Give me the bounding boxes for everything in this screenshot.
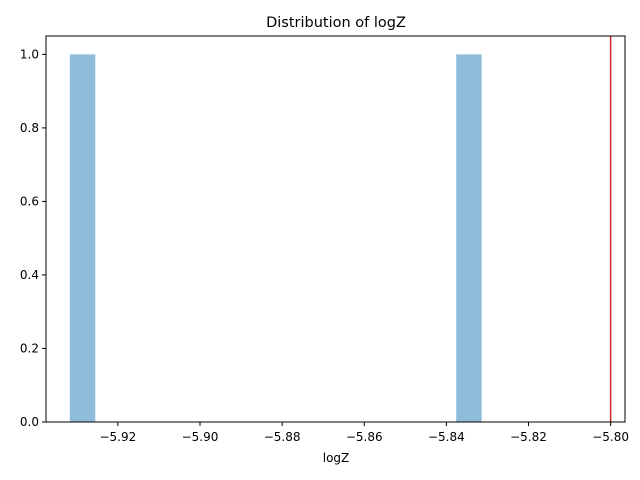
y-tick-label: 0.4 xyxy=(20,268,39,282)
x-tick-label: −5.84 xyxy=(428,430,465,444)
histogram-bar-2 xyxy=(456,54,482,422)
x-tick-label: −5.92 xyxy=(99,430,136,444)
bars-group xyxy=(69,54,482,422)
axes-frame xyxy=(45,35,626,423)
y-tick-label: 0.6 xyxy=(20,194,39,208)
x-axis-label: logZ xyxy=(323,451,350,465)
y-tick-label: 0.8 xyxy=(20,121,39,135)
y-tick-label: 1.0 xyxy=(20,47,39,61)
y-tick-label: 0.0 xyxy=(20,415,39,429)
y-tick-label: 0.2 xyxy=(20,341,39,355)
x-tick-label: −5.86 xyxy=(346,430,383,444)
y-axis-ticks: 0.0 0.2 0.4 0.6 0.8 1.0 xyxy=(20,47,46,429)
x-tick-label: −5.90 xyxy=(182,430,219,444)
chart-title: Distribution of logZ xyxy=(266,15,406,31)
x-tick-label: −5.88 xyxy=(264,430,301,444)
x-tick-label: −5.82 xyxy=(510,430,547,444)
histogram-bar-1 xyxy=(69,54,96,422)
x-axis-ticks: −5.92 −5.90 −5.88 −5.86 −5.84 −5.82 −5.80 xyxy=(99,422,629,444)
x-tick-label: −5.80 xyxy=(592,430,629,444)
